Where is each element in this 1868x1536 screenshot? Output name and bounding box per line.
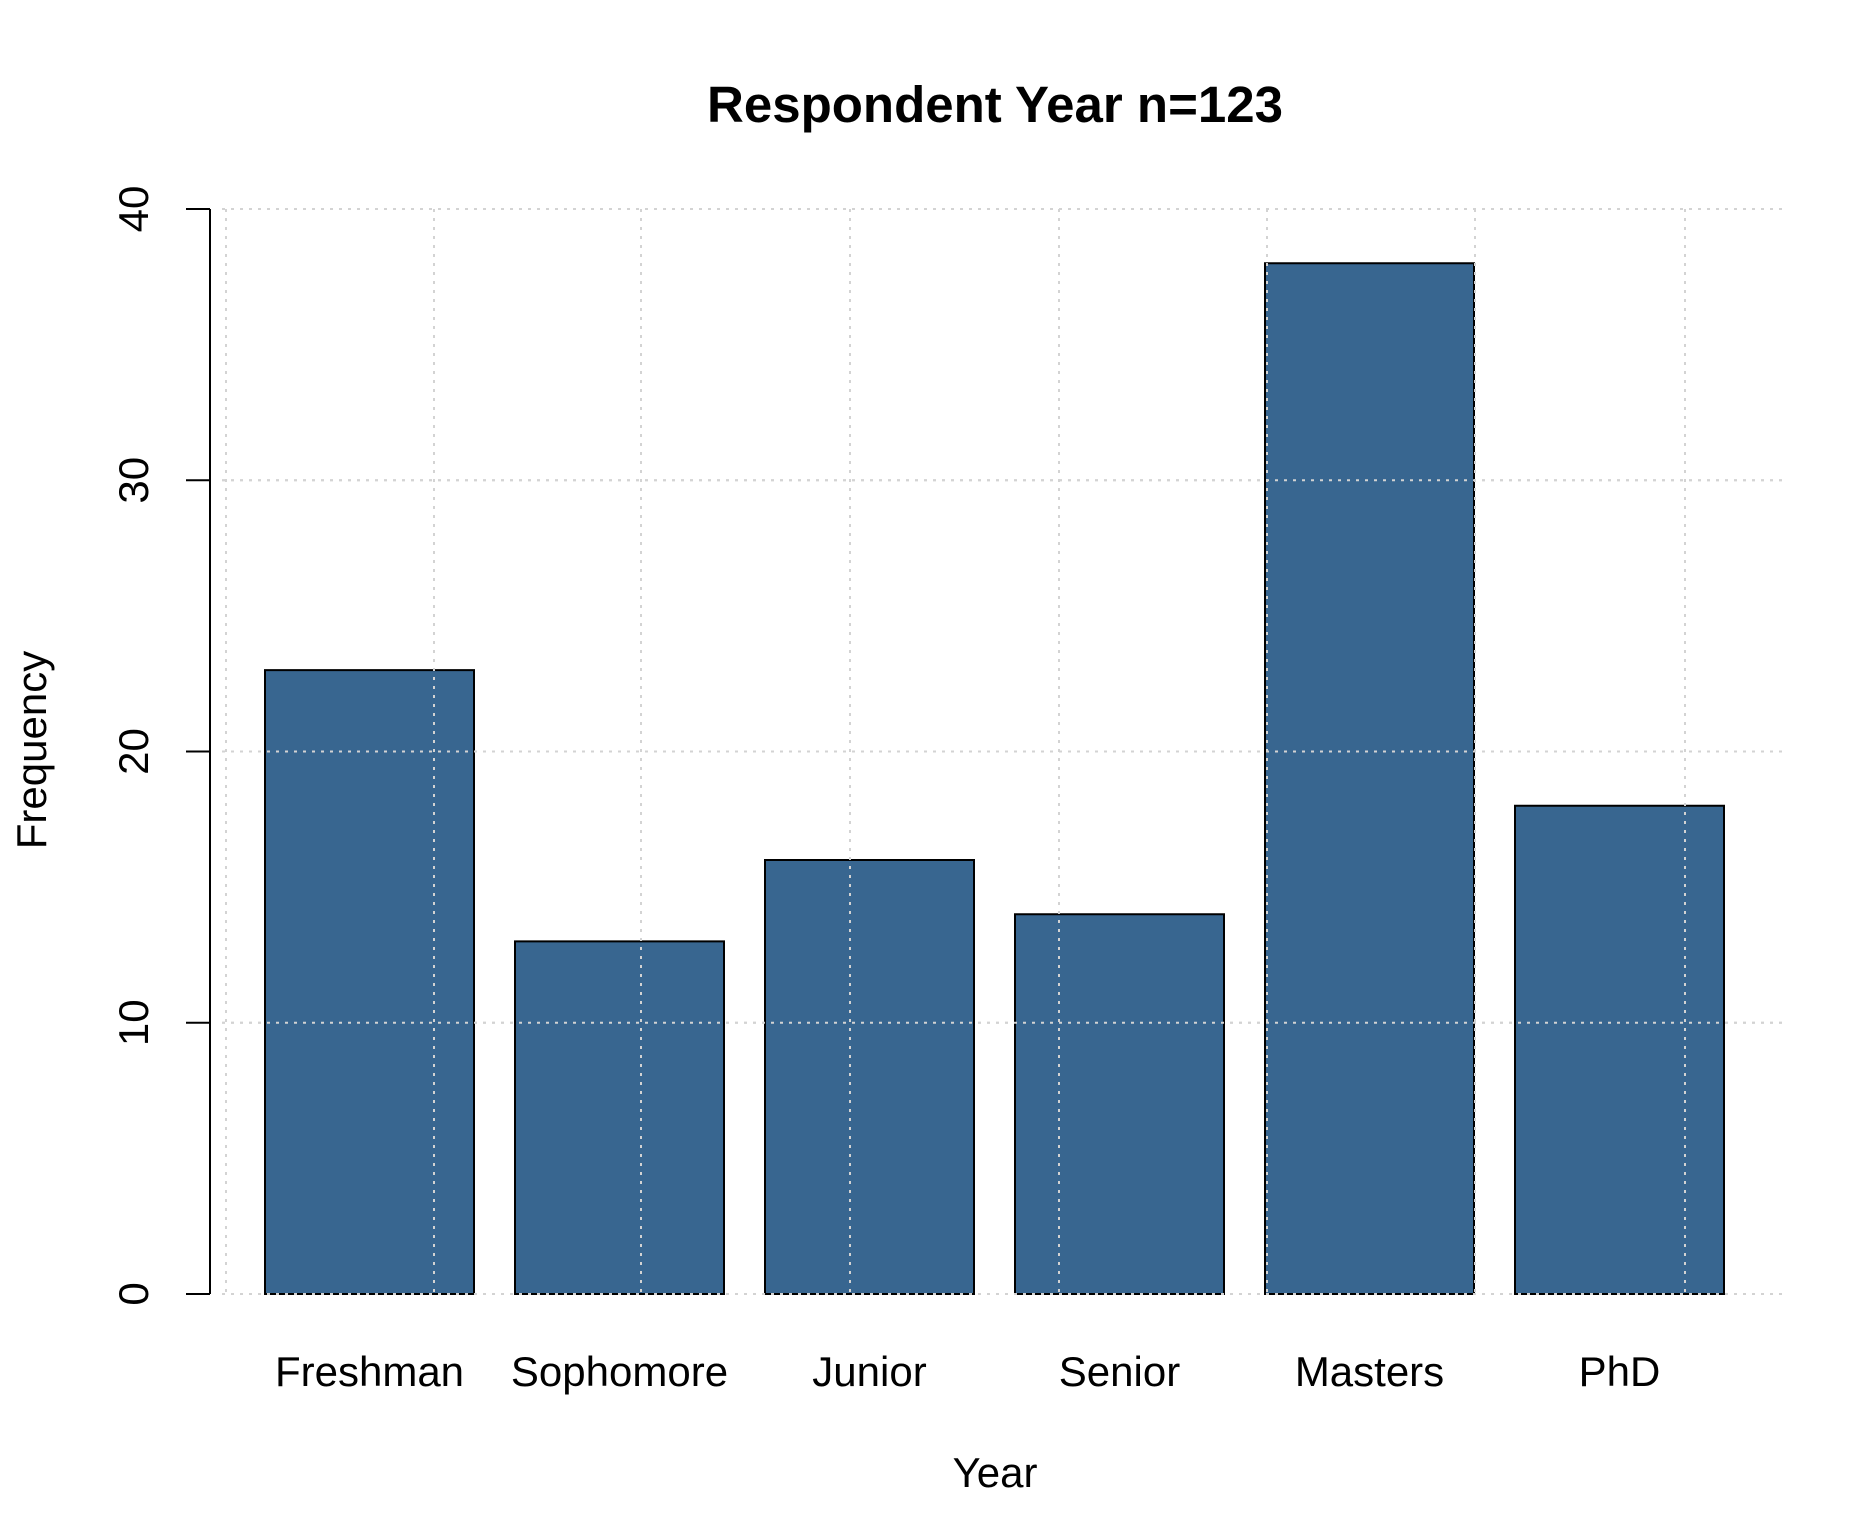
bar-senior <box>1014 913 1225 1295</box>
x-tick-label-junior: Junior <box>812 1348 926 1395</box>
y-tick-label: 0 <box>110 1282 157 1305</box>
bars-layer <box>222 208 1785 1295</box>
x-tick-label-sophomore: Sophomore <box>511 1348 728 1395</box>
x-tick-labels: Freshman Sophomore Junior Senior Masters PhD <box>275 1348 1660 1395</box>
y-tick-label: 20 <box>110 728 157 775</box>
x-tick-label-freshman: Freshman <box>275 1348 464 1395</box>
bar-junior <box>764 859 975 1295</box>
y-tick-label: 10 <box>110 999 157 1046</box>
x-tick-label-senior: Senior <box>1059 1348 1180 1395</box>
chart-title: Respondent Year n=123 <box>707 76 1283 133</box>
y-axis: 0 10 20 30 40 <box>110 186 211 1306</box>
x-tick-label-phd: PhD <box>1579 1348 1661 1395</box>
x-tick-label-masters: Masters <box>1295 1348 1444 1395</box>
y-tick-label: 30 <box>110 457 157 504</box>
bar-phd <box>1514 804 1725 1295</box>
bar-freshman <box>264 669 475 1295</box>
bar-sophomore <box>514 940 725 1295</box>
y-tick-label: 40 <box>110 186 157 233</box>
y-axis-label: Frequency <box>8 651 55 849</box>
bar-masters <box>1264 262 1475 1295</box>
x-axis-label: Year <box>953 1449 1038 1496</box>
